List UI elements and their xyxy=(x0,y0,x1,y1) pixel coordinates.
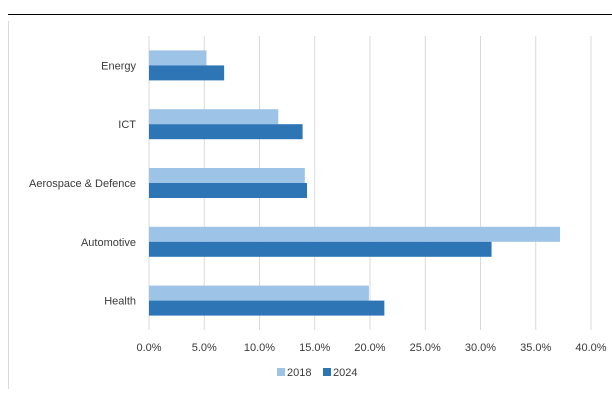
bar-2018 xyxy=(149,226,561,242)
x-tick-label: 10.0% xyxy=(244,342,275,354)
category-label: Health xyxy=(104,296,136,308)
bar-2024 xyxy=(149,65,225,81)
bar-2024 xyxy=(149,183,308,198)
x-tick-label: 35.0% xyxy=(520,342,551,354)
bar-2018 xyxy=(149,168,305,183)
legend-label: 2018 xyxy=(287,367,311,379)
legend: 2018 2024 xyxy=(277,367,357,379)
bar-2018 xyxy=(149,109,279,125)
x-tick-label: 15.0% xyxy=(299,342,330,354)
x-tick-label: 5.0% xyxy=(192,342,217,354)
top-rule xyxy=(8,14,612,15)
legend-swatch-2018 xyxy=(277,368,285,376)
x-axis-tick-labels: 0.0% 5.0% 10.0% 15.0% 20.0% 25.0% 30.0% 35.0% 40… xyxy=(136,342,606,354)
category-labels: Energy ICT Aerospace & Defence Automotive He… xyxy=(29,60,137,307)
bar-2024 xyxy=(149,124,303,140)
category-label: Energy xyxy=(101,60,136,72)
bar-2024 xyxy=(149,241,492,257)
legend-swatch-2024 xyxy=(323,368,331,376)
x-tick-label: 40.0% xyxy=(575,342,606,354)
bars xyxy=(149,50,561,316)
x-tick-label: 20.0% xyxy=(354,342,385,354)
bar-2018 xyxy=(149,285,369,301)
bar-2018 xyxy=(149,50,207,66)
chart-frame-edge xyxy=(8,21,9,389)
legend-label: 2024 xyxy=(333,367,357,379)
category-label: Automotive xyxy=(81,237,136,249)
bar-2024 xyxy=(149,300,385,316)
category-label: ICT xyxy=(118,119,136,131)
x-tick-label: 25.0% xyxy=(410,342,441,354)
category-label: Aerospace & Defence xyxy=(29,178,136,190)
x-tick-label: 30.0% xyxy=(465,342,496,354)
x-tick-label: 0.0% xyxy=(136,342,161,354)
